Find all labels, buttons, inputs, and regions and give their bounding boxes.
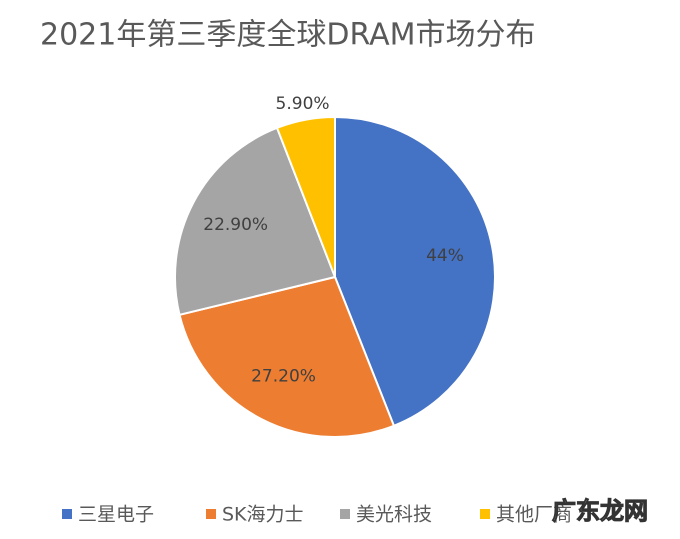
- legend-label: SK海力士: [222, 504, 304, 526]
- data-label: 5.90%: [276, 94, 330, 114]
- watermark: 广东龙网: [552, 497, 648, 525]
- chart-title: 2021年第三季度全球DRAM市场分布: [40, 18, 535, 53]
- pie-slice: [178, 275, 396, 438]
- legend-swatch: [340, 509, 350, 519]
- data-label: 27.20%: [251, 366, 316, 386]
- legend-label: 三星电子: [78, 504, 154, 526]
- legend-label: 其他厂商: [496, 504, 572, 526]
- legend-label: 美光科技: [356, 504, 432, 526]
- legend-swatch: [480, 509, 490, 519]
- pie-slice: [334, 115, 496, 428]
- data-label: 44%: [426, 246, 464, 266]
- legend-swatch: [206, 509, 216, 519]
- pie-slice: [275, 115, 336, 278]
- legend-swatch: [62, 509, 72, 519]
- data-label: 22.90%: [203, 215, 268, 235]
